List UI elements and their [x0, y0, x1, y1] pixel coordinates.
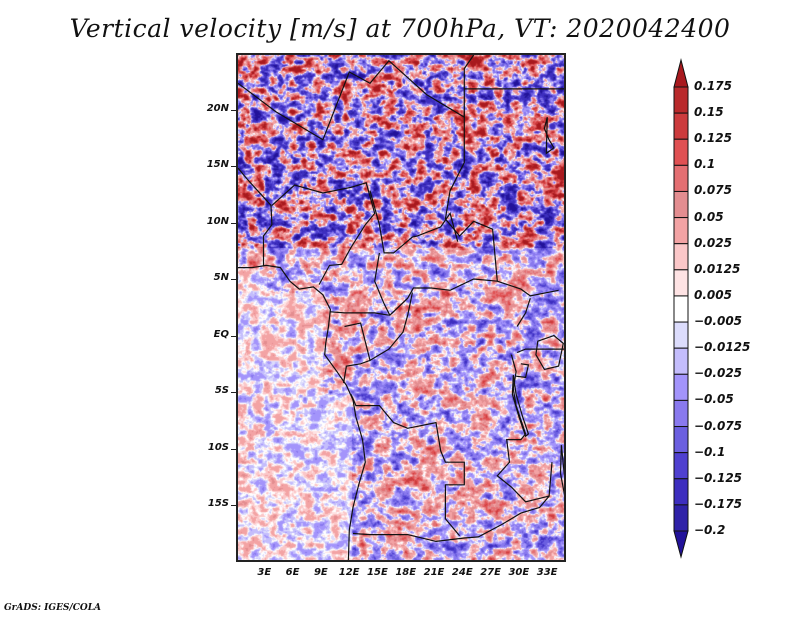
colorbar-level-label: 0.1 [694, 157, 716, 172]
lon-tick-label: 33E [536, 567, 558, 578]
boundary-line [271, 182, 376, 285]
lon-tick-label: 6E [285, 567, 300, 578]
lon-tick-label: 21E [423, 567, 445, 578]
boundary-line [343, 322, 371, 384]
colorbar-swatch [673, 86, 689, 114]
lat-tick-mark [231, 335, 236, 337]
vertical-velocity-field [238, 55, 564, 560]
lat-tick-mark [231, 392, 236, 394]
lat-tick-mark [231, 505, 236, 507]
colorbar-swatch [673, 243, 689, 271]
colorbar-swatch [673, 452, 689, 480]
colorbar-level-label: −0.1 [694, 444, 726, 459]
lat-tick-label: 5N [213, 272, 229, 284]
grads-credit: GrADS: IGES/COLA [4, 603, 102, 613]
boundary-line [352, 462, 553, 543]
colorbar-swatch [673, 269, 689, 297]
boundary-line [369, 292, 413, 361]
lake-outline [559, 445, 564, 496]
lat-tick-label: 15S [207, 498, 229, 510]
lon-tick-label: 12E [338, 567, 360, 578]
colorbar-swatch [673, 112, 689, 140]
boundary-line [374, 252, 498, 317]
colorbar-swatch [673, 164, 689, 192]
colorbar-level-label: 0.175 [694, 79, 732, 93]
boundary-line [350, 394, 465, 537]
lon-tick-label: 30E [508, 567, 530, 578]
boundary-line [496, 354, 550, 503]
lat-tick-label: 15N [206, 159, 229, 171]
lake-outline [511, 375, 530, 438]
lon-tick-label: 3E [257, 567, 272, 578]
lat-tick-mark [231, 448, 236, 450]
colorbar-extend-min [673, 530, 689, 559]
colorbar-swatch [673, 295, 689, 323]
lat-tick-mark [231, 109, 236, 111]
colorbar-swatch [673, 190, 689, 219]
lat-tick-mark [231, 279, 236, 281]
boundary-line [238, 264, 366, 560]
colorbar-level-label: 0.15 [694, 105, 724, 120]
colorbar-swatch [673, 321, 689, 349]
boundary-line [238, 55, 475, 141]
colorbar-level-label: 0.125 [694, 131, 732, 146]
lon-tick-label: 24E [451, 567, 473, 578]
colorbar-swatch [673, 399, 689, 428]
lake-outline [543, 117, 555, 155]
colorbar-level-label: 0.025 [694, 235, 732, 250]
colorbar-level-label: −0.05 [694, 392, 734, 407]
lat-tick-label: 10N [206, 215, 229, 227]
lat-tick-label: 5S [214, 385, 229, 397]
colorbar-swatch [673, 347, 689, 375]
colorbar-level-label: 0.075 [694, 183, 732, 198]
boundary-line [238, 167, 273, 267]
colorbar-level-label: −0.2 [694, 523, 726, 537]
colorbar-level-label: −0.005 [694, 314, 743, 329]
lon-tick-label: 18E [395, 567, 417, 578]
colorbar-level-label: 0.0125 [694, 261, 741, 276]
colorbar-swatch [673, 426, 689, 454]
colorbar-level-label: −0.125 [694, 470, 743, 485]
colorbar-level-label: 0.005 [694, 287, 732, 302]
lake-outline [535, 334, 564, 371]
colorbar-level-label: −0.075 [694, 418, 743, 433]
lat-tick-mark [231, 222, 236, 224]
lat-tick-label: 10S [207, 441, 229, 453]
lat-tick-label: EQ [213, 328, 229, 340]
colorbar-swatch [673, 373, 689, 401]
colorbar-swatch [673, 138, 689, 166]
country-borders [238, 55, 564, 560]
colorbar-level-label: 0.05 [694, 209, 724, 224]
boundary-line [516, 363, 530, 379]
colorbar-swatch [673, 478, 689, 506]
plot-title: Vertical velocity [m/s] at 700hPa, VT: 2… [69, 14, 731, 43]
boundary-line [516, 298, 531, 327]
lon-tick-label: 27E [480, 567, 501, 578]
lon-tick-label: 9E [313, 567, 328, 578]
boundary-line [369, 190, 459, 254]
lat-tick-label: 20N [206, 102, 229, 114]
colorbar-level-label: −0.175 [694, 496, 743, 511]
lat-tick-mark [231, 166, 236, 168]
colorbar-swatch [673, 217, 689, 245]
boundary-line [444, 111, 559, 297]
colorbar-level-label: −0.025 [694, 366, 743, 381]
map-plot-area [236, 53, 566, 562]
boundary-line [330, 311, 389, 316]
lon-tick-label: 15E [367, 567, 388, 578]
colorbar-swatch [673, 504, 689, 532]
colorbar-level-label: −0.0125 [694, 340, 751, 355]
colorbar-extend-max [673, 58, 689, 88]
